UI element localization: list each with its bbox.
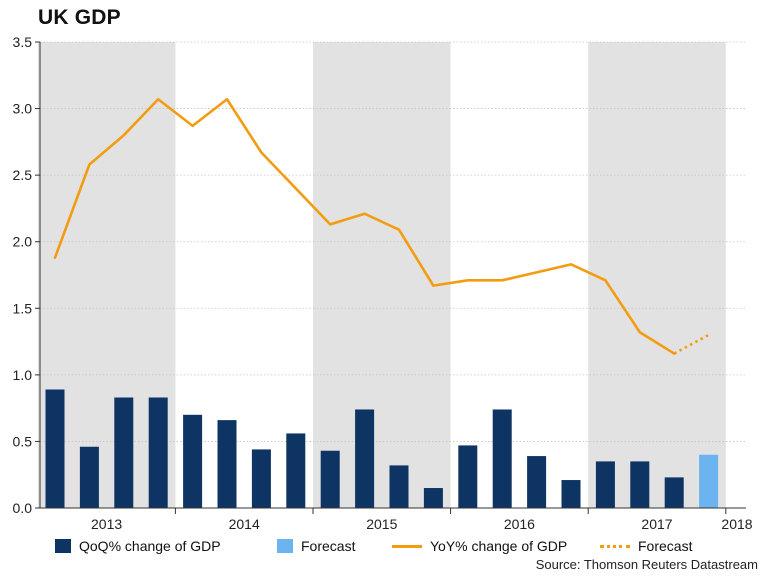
x-tick-label-2013: 2013 (91, 516, 122, 532)
yoy-line (53, 97, 676, 355)
qoq-bar-2015Q2 (355, 409, 375, 508)
legend-swatch-yoy (392, 544, 422, 548)
qoq-bar-2014Q3 (251, 449, 271, 508)
y-tick-label-0.0: 0.0 (13, 500, 33, 516)
legend-item-forecast-line: Forecast (600, 535, 692, 557)
chart-canvas: 0.00.51.01.52.02.53.03.5 2013 2014 2015 201… (13, 34, 753, 532)
qoq-bar-2014Q2 (217, 420, 237, 508)
qoq-bar-2016Q2 (492, 409, 512, 508)
x-tick-label-2015: 2015 (366, 516, 397, 532)
line-series (53, 97, 710, 355)
qoq-bar-2017Q3 (664, 477, 684, 508)
bar-series (45, 389, 719, 508)
year-shading-bands (37, 42, 726, 508)
y-tick-label-2.0: 2.0 (13, 234, 33, 250)
qoq-bar-2013Q2 (79, 446, 99, 508)
legend: QoQ% change of GDP Forecast YoY% change … (0, 535, 768, 559)
x-tick-label-2014: 2014 (229, 516, 260, 532)
y-tick-label-3.5: 3.5 (13, 34, 33, 50)
y-tick-label-1.5: 1.5 (13, 300, 33, 316)
qoq-bar-2015Q3 (389, 465, 409, 508)
qoq-bar-2016Q3 (527, 456, 547, 508)
y-tick-label-0.5: 0.5 (13, 433, 33, 449)
legend-label-forecast-bar: Forecast (301, 538, 356, 554)
legend-label-yoy: YoY% change of GDP (430, 538, 568, 554)
axes (35, 41, 746, 514)
qoq-bar-2017Q1 (595, 461, 615, 508)
qoq-bar-2016Q4 (561, 480, 581, 508)
qoq-bar-2017Q2 (630, 461, 650, 508)
y-tick-label-2.5: 2.5 (13, 167, 33, 183)
qoq-bar-2015Q4 (423, 488, 443, 508)
year-band-2017 (588, 42, 726, 508)
qoq-bar-2013Q4 (148, 397, 168, 508)
qoq-bar-2013Q1 (45, 389, 65, 508)
legend-item-forecast-bar: Forecast (277, 535, 355, 557)
legend-swatch-forecast-bar (277, 539, 293, 553)
legend-swatch-forecast-line (600, 544, 630, 548)
qoq-bar-2016Q1 (458, 445, 478, 508)
legend-label-qoq: QoQ% change of GDP (79, 538, 221, 554)
legend-item-qoq: QoQ% change of GDP (55, 535, 221, 557)
source-note: Source: Thomson Reuters Datastream (535, 557, 758, 572)
qoq-bar-2014Q1 (183, 414, 203, 508)
x-tick-labels: 2013 2014 2015 2016 2017 2018 (91, 516, 753, 532)
x-tick-label-2018: 2018 (721, 516, 752, 532)
legend-swatch-qoq (55, 539, 71, 553)
qoq-bar-2014Q4 (286, 433, 306, 508)
forecast-bar-2017Q4 (699, 454, 719, 508)
y-tick-label-1.0: 1.0 (13, 367, 33, 383)
qoq-bar-2013Q3 (114, 397, 134, 508)
legend-label-forecast-line: Forecast (638, 538, 693, 554)
year-band-2015 (313, 42, 451, 508)
y-tick-labels: 0.0 0.5 1.0 1.5 2.0 2.5 3.0 3.5 (13, 34, 33, 516)
gridlines (40, 41, 746, 442)
qoq-bar-2015Q1 (320, 450, 340, 508)
y-tick-label-3.0: 3.0 (13, 101, 33, 117)
x-tick-label-2016: 2016 (504, 516, 535, 532)
x-tick-label-2017: 2017 (641, 516, 672, 532)
chart-title: UK GDP (38, 6, 121, 29)
legend-item-yoy: YoY% change of GDP (392, 535, 567, 557)
yoy-forecast-line (673, 333, 710, 355)
